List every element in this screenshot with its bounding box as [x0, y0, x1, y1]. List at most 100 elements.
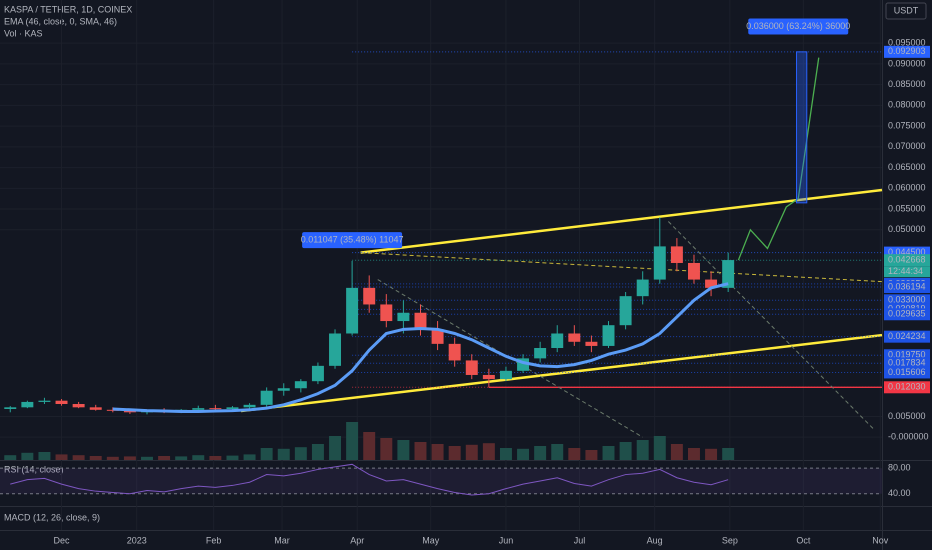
candle-body — [123, 410, 136, 413]
candle-body — [636, 279, 649, 297]
price-label: 0.012030 — [888, 382, 926, 392]
candle-body — [72, 404, 85, 408]
volume-bar — [209, 456, 222, 460]
y-tick-label: -0.000000 — [888, 432, 929, 442]
volume-bar — [653, 436, 666, 460]
volume-bar — [551, 444, 564, 460]
volume-bar — [448, 446, 461, 460]
y-tick-label: 0.070000 — [888, 141, 926, 151]
candle-body — [517, 358, 530, 371]
volume-bar — [4, 455, 17, 460]
trend-line — [737, 57, 820, 261]
y-tick-label: 0.005000 — [888, 411, 926, 421]
candle-body — [465, 360, 478, 375]
price-label-box — [884, 357, 930, 370]
volume-bar — [534, 446, 547, 460]
candle-body — [89, 407, 102, 410]
volume-bar — [517, 448, 530, 460]
price-label: 0.015606 — [888, 367, 926, 377]
x-tick-label: Feb — [206, 535, 222, 545]
candle-body — [277, 388, 290, 391]
volume-bar — [21, 452, 34, 460]
y-tick-label: 0.080000 — [888, 100, 926, 110]
volume-bar — [568, 448, 581, 460]
chart-title: KASPA / TETHER, 1D, COINEX — [4, 4, 132, 14]
rsi-line — [10, 463, 729, 496]
x-tick-label: May — [422, 535, 440, 545]
candle-body — [431, 329, 444, 344]
volume-bar — [602, 446, 615, 460]
x-tick-label: Oct — [796, 535, 811, 545]
volume-bar — [585, 450, 598, 460]
currency-box[interactable] — [885, 2, 927, 20]
volume-bar — [431, 444, 444, 460]
currency[interactable]: USDT — [894, 5, 919, 15]
volume-bar — [311, 444, 324, 460]
candle-body — [311, 365, 324, 382]
trend-line — [360, 252, 883, 283]
y-tick-label: 0.050000 — [888, 224, 926, 234]
volume-bar — [414, 442, 427, 460]
volume-bar — [499, 448, 512, 460]
rsi-title: RSI (14, close) — [4, 464, 64, 474]
volume-bar — [329, 436, 342, 460]
price-label: 0.017834 — [888, 358, 926, 368]
volume-bar — [55, 454, 68, 460]
price-label: 0.024234 — [888, 331, 926, 341]
price-label-box — [884, 308, 930, 321]
candle-body — [21, 401, 34, 408]
indicator-label: EMA (46, close, 0, SMA, 46) — [4, 16, 117, 26]
volume-bar — [192, 455, 205, 460]
x-tick-label: Nov — [872, 535, 889, 545]
measure-box — [748, 18, 849, 35]
measure-box — [302, 232, 403, 249]
volume-bar — [294, 447, 307, 460]
trend-line — [240, 333, 883, 413]
volume-bar — [106, 456, 119, 460]
candle-body — [55, 400, 68, 405]
volume-bar — [89, 456, 102, 460]
rsi-tick-label: 80.00 — [888, 463, 911, 473]
candle-body — [226, 407, 239, 409]
y-tick-label: 0.090000 — [888, 58, 926, 68]
candle-body — [670, 246, 683, 263]
y-tick-label: 0.060000 — [888, 183, 926, 193]
candle-body — [243, 404, 256, 408]
price-label: 0.033000 — [888, 295, 926, 305]
volume-bar — [72, 455, 85, 460]
volume-bar — [380, 438, 393, 460]
price-label-box — [884, 366, 930, 379]
ema-line — [112, 282, 729, 413]
indicator-label: Vol · KAS — [4, 28, 43, 38]
candle-body — [482, 374, 495, 380]
candle-body — [294, 381, 307, 389]
candle-body — [329, 333, 342, 366]
candle-body — [260, 390, 273, 405]
price-label: 0.029635 — [888, 309, 926, 319]
candle-body — [363, 287, 376, 305]
volume-bar — [243, 454, 256, 460]
volume-bar — [705, 448, 718, 460]
countdown: 12:44:34 — [888, 266, 923, 276]
x-tick-label: Sep — [722, 535, 738, 545]
candle-body — [4, 407, 17, 409]
volume-bar — [397, 440, 410, 460]
volume-bar — [175, 456, 188, 460]
candle-body — [602, 325, 615, 346]
candle-body — [585, 341, 598, 346]
price-label-box — [884, 254, 930, 267]
price-label-box — [884, 45, 930, 58]
rsi-tick-label: 40.00 — [888, 488, 911, 498]
volume-bar — [277, 448, 290, 460]
y-tick-label: 0.075000 — [888, 120, 926, 130]
price-label-box — [884, 330, 930, 343]
price-label-box — [884, 381, 930, 394]
volume-bar — [141, 456, 153, 460]
x-tick-label: Mar — [274, 535, 290, 545]
x-tick-label: Aug — [647, 535, 663, 545]
macd-title: MACD (12, 26, close, 9) — [4, 512, 100, 522]
measure-label: 0.011047 (35.48%) 11047 — [301, 235, 404, 245]
price-label: 0.036194 — [888, 281, 926, 291]
candle-body — [705, 279, 718, 288]
